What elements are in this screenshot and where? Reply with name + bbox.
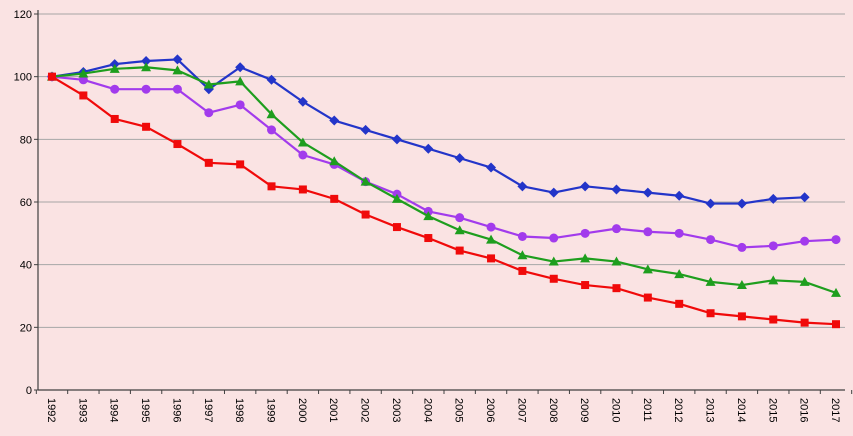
x-tick-label: 1997	[202, 398, 214, 422]
y-tick-label: 20	[20, 322, 32, 334]
axes	[37, 10, 845, 391]
y-tick-label: 80	[20, 134, 32, 146]
x-axis-labels: 1992 1993 1994 1995 1996 1997 1998 1999 2000 2001…	[45, 398, 841, 422]
x-tick-label: 2010	[609, 398, 621, 422]
x-tick-label: 2017	[829, 398, 841, 422]
x-tick-label: 2001	[327, 398, 339, 422]
gridlines	[38, 13, 845, 328]
x-tick-label: 2011	[641, 398, 653, 422]
x-tick-label: 1995	[139, 398, 151, 422]
x-tick-label: 2012	[672, 398, 684, 422]
x-tick-label: 2009	[578, 398, 590, 422]
y-tick-label: 100	[14, 72, 32, 84]
x-tick-label: 2002	[359, 398, 371, 422]
x-tick-label: 2008	[547, 398, 559, 422]
x-tick-label: 2000	[296, 398, 308, 422]
x-tick-label: 2007	[515, 398, 527, 422]
x-tick-label: 2016	[798, 398, 810, 422]
y-tick-label: 60	[20, 197, 32, 209]
x-tick-label: 2006	[484, 398, 496, 422]
x-tick-label: 2003	[390, 398, 402, 422]
x-tick-label: 1996	[170, 398, 182, 422]
x-tick-label: 1998	[233, 398, 245, 422]
x-tick-label: 1999	[265, 398, 277, 422]
x-tick-label: 2015	[766, 398, 778, 422]
x-tick-label: 2014	[735, 398, 747, 422]
y-axis-labels: 0 20 40 60 80 100 120	[14, 9, 38, 397]
x-tick-label: 2005	[453, 398, 465, 422]
x-tick-label: 1993	[76, 398, 88, 422]
y-tick-label: 0	[26, 385, 32, 397]
y-tick-label: 40	[20, 260, 32, 272]
series-red-square	[48, 72, 840, 329]
x-axis-ticks	[35, 390, 853, 394]
x-tick-label: 1994	[108, 398, 120, 422]
x-tick-label: 1992	[45, 398, 57, 422]
x-tick-label: 2013	[704, 398, 716, 422]
y-tick-label: 120	[14, 9, 32, 21]
x-tick-label: 2004	[421, 398, 433, 422]
